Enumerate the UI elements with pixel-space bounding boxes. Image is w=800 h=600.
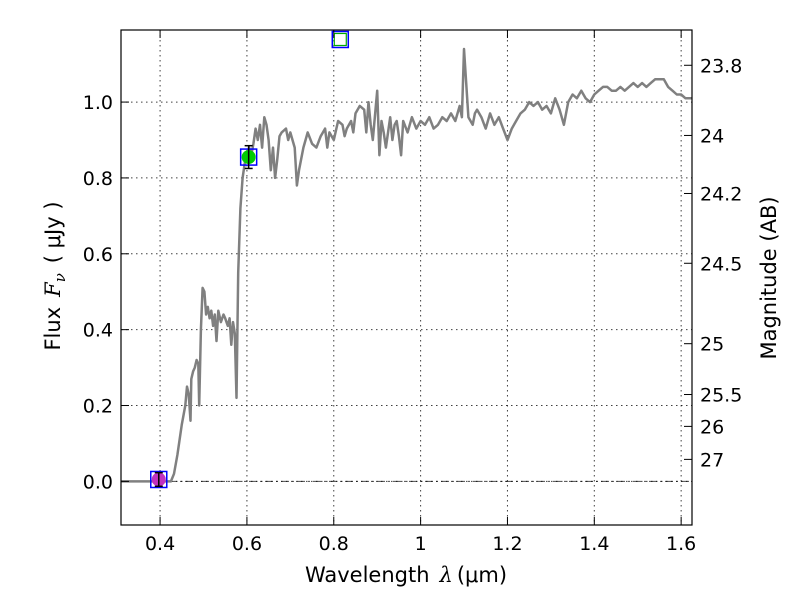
y-tick-label: 1.0 <box>83 92 113 114</box>
plot-frame <box>120 29 693 526</box>
y2-axis-label: Magnitude (AB) <box>757 196 781 359</box>
photometry-points <box>150 30 350 489</box>
photometry-point <box>331 30 350 49</box>
y2-tick-label: 24.5 <box>700 253 742 275</box>
x-axis-label: Wavelength λ (μm) <box>305 563 507 587</box>
photometry-box <box>331 30 350 49</box>
photometry-point <box>150 470 168 489</box>
y-tick-label: 0.8 <box>83 168 113 190</box>
y-axis-label: FluxFν( μJy ) <box>41 201 69 350</box>
x-tick-label: 0.6 <box>232 533 262 555</box>
x-tick-label: 1 <box>415 533 427 555</box>
y-tick-label: 0.4 <box>83 320 113 342</box>
x-tick-label: 1.6 <box>666 533 696 555</box>
y2-tick-label: 24 <box>700 125 724 147</box>
y-axis-ticks: 0.0 0.2 0.4 0.6 0.8 1.0 <box>83 92 129 493</box>
x-tick-label: 0.8 <box>319 533 349 555</box>
y-tick-label: 0.2 <box>83 396 113 418</box>
x-tick-label: 0.4 <box>145 533 175 555</box>
photometry-point <box>239 144 258 170</box>
y2-tick-label: 24.2 <box>700 183 742 205</box>
photometry-marker <box>333 32 347 47</box>
y2-tick-label: 25.5 <box>700 385 742 407</box>
y2-tick-label: 26 <box>700 416 724 438</box>
x-tick-label: 1.4 <box>579 533 609 555</box>
y2-axis-ticks: 23.8 24 24.2 24.5 25 25.5 26 27 <box>684 55 742 471</box>
grid-lines <box>121 30 692 525</box>
y2-tick-label: 27 <box>700 449 724 471</box>
y-tick-label: 0.6 <box>83 244 113 266</box>
y2-tick-label: 25 <box>700 334 724 356</box>
sed-model-line <box>121 47 692 483</box>
y2-tick-label: 23.8 <box>700 55 742 77</box>
photometry-box <box>150 470 168 489</box>
x-tick-label: 1.2 <box>492 533 522 555</box>
y-tick-label: 0.0 <box>83 471 113 493</box>
x-axis-ticks: 0.4 0.6 0.8 1 1.2 1.4 1.6 <box>145 30 696 555</box>
